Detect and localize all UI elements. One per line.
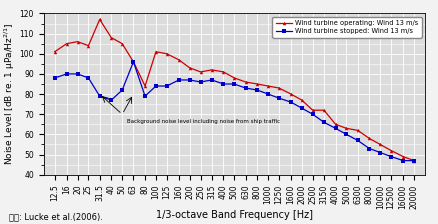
Wind turbine stopped: Wind 13 m/s: (1e+03, 80): Wind 13 m/s: (1e+03, 80) — [265, 93, 271, 95]
Wind turbine operating: Wind 13 m/s: (160, 97): Wind 13 m/s: (160, 97) — [176, 58, 181, 61]
Wind turbine operating: Wind 13 m/s: (4e+03, 65): Wind 13 m/s: (4e+03, 65) — [333, 123, 338, 126]
Wind turbine operating: Wind 13 m/s: (630, 86): Wind 13 m/s: (630, 86) — [243, 81, 248, 83]
Wind turbine stopped: Wind 13 m/s: (4e+03, 63): Wind 13 m/s: (4e+03, 63) — [333, 127, 338, 130]
Wind turbine stopped: Wind 13 m/s: (5e+03, 60): Wind 13 m/s: (5e+03, 60) — [344, 133, 349, 136]
Wind turbine stopped: Wind 13 m/s: (1e+04, 51): Wind 13 m/s: (1e+04, 51) — [378, 151, 383, 154]
Wind turbine stopped: Wind 13 m/s: (630, 83): Wind 13 m/s: (630, 83) — [243, 87, 248, 89]
Wind turbine operating: Wind 13 m/s: (2e+03, 77): Wind 13 m/s: (2e+03, 77) — [299, 99, 304, 101]
Wind turbine operating: Wind 13 m/s: (63, 96): Wind 13 m/s: (63, 96) — [131, 60, 136, 63]
Wind turbine stopped: Wind 13 m/s: (31.5, 79): Wind 13 m/s: (31.5, 79) — [97, 95, 102, 97]
Wind turbine operating: Wind 13 m/s: (2e+04, 47): Wind 13 m/s: (2e+04, 47) — [411, 159, 417, 162]
Wind turbine operating: Wind 13 m/s: (1.25e+03, 83): Wind 13 m/s: (1.25e+03, 83) — [276, 87, 282, 89]
Wind turbine stopped: Wind 13 m/s: (16, 90): Wind 13 m/s: (16, 90) — [64, 73, 69, 75]
Wind turbine operating: Wind 13 m/s: (125, 100): Wind 13 m/s: (125, 100) — [164, 52, 170, 55]
Wind turbine stopped: Wind 13 m/s: (80, 79): Wind 13 m/s: (80, 79) — [142, 95, 148, 97]
Wind turbine stopped: Wind 13 m/s: (160, 87): Wind 13 m/s: (160, 87) — [176, 79, 181, 81]
Legend: Wind turbine operating: Wind 13 m/s, Wind turbine stopped: Wind 13 m/s: Wind turbine operating: Wind 13 m/s, Win… — [272, 17, 421, 38]
Wind turbine operating: Wind 13 m/s: (250, 91): Wind 13 m/s: (250, 91) — [198, 71, 203, 73]
Wind turbine operating: Wind 13 m/s: (50, 105): Wind 13 m/s: (50, 105) — [120, 42, 125, 45]
Wind turbine operating: Wind 13 m/s: (3.15e+03, 72): Wind 13 m/s: (3.15e+03, 72) — [321, 109, 327, 112]
Wind turbine operating: Wind 13 m/s: (1e+03, 84): Wind 13 m/s: (1e+03, 84) — [265, 85, 271, 87]
Text: Background noise level including noise from ship traffic: Background noise level including noise f… — [127, 119, 280, 124]
Wind turbine operating: Wind 13 m/s: (31.5, 117): Wind 13 m/s: (31.5, 117) — [97, 18, 102, 21]
Wind turbine operating: Wind 13 m/s: (8e+03, 58): Wind 13 m/s: (8e+03, 58) — [367, 137, 372, 140]
Wind turbine stopped: Wind 13 m/s: (2.5e+03, 70): Wind 13 m/s: (2.5e+03, 70) — [310, 113, 315, 116]
Wind turbine stopped: Wind 13 m/s: (100, 84): Wind 13 m/s: (100, 84) — [153, 85, 159, 87]
Wind turbine operating: Wind 13 m/s: (40, 108): Wind 13 m/s: (40, 108) — [109, 36, 114, 39]
Wind turbine stopped: Wind 13 m/s: (50, 82): Wind 13 m/s: (50, 82) — [120, 89, 125, 91]
Wind turbine stopped: Wind 13 m/s: (25, 88): Wind 13 m/s: (25, 88) — [86, 77, 91, 79]
Wind turbine operating: Wind 13 m/s: (200, 93): Wind 13 m/s: (200, 93) — [187, 67, 192, 69]
X-axis label: 1/3-octave Band Frequency [Hz]: 1/3-octave Band Frequency [Hz] — [156, 210, 313, 220]
Wind turbine stopped: Wind 13 m/s: (1.25e+03, 78): Wind 13 m/s: (1.25e+03, 78) — [276, 97, 282, 99]
Wind turbine stopped: Wind 13 m/s: (200, 87): Wind 13 m/s: (200, 87) — [187, 79, 192, 81]
Y-axis label: Noise Level [dB re. 1 μPa/Hz$^{2/1}$]: Noise Level [dB re. 1 μPa/Hz$^{2/1}$] — [2, 23, 17, 165]
Wind turbine stopped: Wind 13 m/s: (2e+04, 47): Wind 13 m/s: (2e+04, 47) — [411, 159, 417, 162]
Wind turbine operating: Wind 13 m/s: (315, 92): Wind 13 m/s: (315, 92) — [209, 69, 215, 71]
Wind turbine operating: Wind 13 m/s: (1.6e+03, 80): Wind 13 m/s: (1.6e+03, 80) — [288, 93, 293, 95]
Wind turbine stopped: Wind 13 m/s: (315, 87): Wind 13 m/s: (315, 87) — [209, 79, 215, 81]
Wind turbine stopped: Wind 13 m/s: (400, 85): Wind 13 m/s: (400, 85) — [221, 83, 226, 85]
Wind turbine stopped: Wind 13 m/s: (3.15e+03, 66): Wind 13 m/s: (3.15e+03, 66) — [321, 121, 327, 124]
Wind turbine stopped: Wind 13 m/s: (12.5, 88): Wind 13 m/s: (12.5, 88) — [52, 77, 57, 79]
Wind turbine stopped: Wind 13 m/s: (125, 84): Wind 13 m/s: (125, 84) — [164, 85, 170, 87]
Wind turbine operating: Wind 13 m/s: (500, 88): Wind 13 m/s: (500, 88) — [232, 77, 237, 79]
Wind turbine stopped: Wind 13 m/s: (8e+03, 53): Wind 13 m/s: (8e+03, 53) — [367, 147, 372, 150]
Wind turbine operating: Wind 13 m/s: (1.25e+04, 52): Wind 13 m/s: (1.25e+04, 52) — [389, 149, 394, 152]
Wind turbine stopped: Wind 13 m/s: (6.3e+03, 57): Wind 13 m/s: (6.3e+03, 57) — [355, 139, 360, 142]
Wind turbine operating: Wind 13 m/s: (100, 101): Wind 13 m/s: (100, 101) — [153, 50, 159, 53]
Wind turbine operating: Wind 13 m/s: (800, 85): Wind 13 m/s: (800, 85) — [254, 83, 260, 85]
Wind turbine stopped: Wind 13 m/s: (1.6e+04, 47): Wind 13 m/s: (1.6e+04, 47) — [400, 159, 406, 162]
Wind turbine stopped: Wind 13 m/s: (2e+03, 73): Wind 13 m/s: (2e+03, 73) — [299, 107, 304, 110]
Wind turbine operating: Wind 13 m/s: (20, 106): Wind 13 m/s: (20, 106) — [75, 40, 80, 43]
Wind turbine stopped: Wind 13 m/s: (40, 77): Wind 13 m/s: (40, 77) — [109, 99, 114, 101]
Line: Wind turbine stopped: Wind 13 m/s: Wind turbine stopped: Wind 13 m/s — [53, 60, 416, 162]
Wind turbine stopped: Wind 13 m/s: (63, 96): Wind 13 m/s: (63, 96) — [131, 60, 136, 63]
Wind turbine stopped: Wind 13 m/s: (250, 86): Wind 13 m/s: (250, 86) — [198, 81, 203, 83]
Wind turbine operating: Wind 13 m/s: (25, 104): Wind 13 m/s: (25, 104) — [86, 44, 91, 47]
Wind turbine operating: Wind 13 m/s: (5e+03, 63): Wind 13 m/s: (5e+03, 63) — [344, 127, 349, 130]
Wind turbine stopped: Wind 13 m/s: (800, 82): Wind 13 m/s: (800, 82) — [254, 89, 260, 91]
Wind turbine operating: Wind 13 m/s: (12.5, 101): Wind 13 m/s: (12.5, 101) — [52, 50, 57, 53]
Wind turbine stopped: Wind 13 m/s: (1.6e+03, 76): Wind 13 m/s: (1.6e+03, 76) — [288, 101, 293, 103]
Text: 자료: Lucke et al.(2006).: 자료: Lucke et al.(2006). — [9, 213, 102, 222]
Wind turbine operating: Wind 13 m/s: (400, 91): Wind 13 m/s: (400, 91) — [221, 71, 226, 73]
Wind turbine operating: Wind 13 m/s: (1e+04, 55): Wind 13 m/s: (1e+04, 55) — [378, 143, 383, 146]
Wind turbine stopped: Wind 13 m/s: (20, 90): Wind 13 m/s: (20, 90) — [75, 73, 80, 75]
Wind turbine operating: Wind 13 m/s: (16, 105): Wind 13 m/s: (16, 105) — [64, 42, 69, 45]
Wind turbine operating: Wind 13 m/s: (6.3e+03, 62): Wind 13 m/s: (6.3e+03, 62) — [355, 129, 360, 132]
Wind turbine operating: Wind 13 m/s: (1.6e+04, 49): Wind 13 m/s: (1.6e+04, 49) — [400, 155, 406, 158]
Wind turbine operating: Wind 13 m/s: (2.5e+03, 72): Wind 13 m/s: (2.5e+03, 72) — [310, 109, 315, 112]
Wind turbine operating: Wind 13 m/s: (80, 84): Wind 13 m/s: (80, 84) — [142, 85, 148, 87]
Wind turbine stopped: Wind 13 m/s: (500, 85): Wind 13 m/s: (500, 85) — [232, 83, 237, 85]
Line: Wind turbine operating: Wind 13 m/s: Wind turbine operating: Wind 13 m/s — [53, 18, 416, 162]
Wind turbine stopped: Wind 13 m/s: (1.25e+04, 49): Wind 13 m/s: (1.25e+04, 49) — [389, 155, 394, 158]
